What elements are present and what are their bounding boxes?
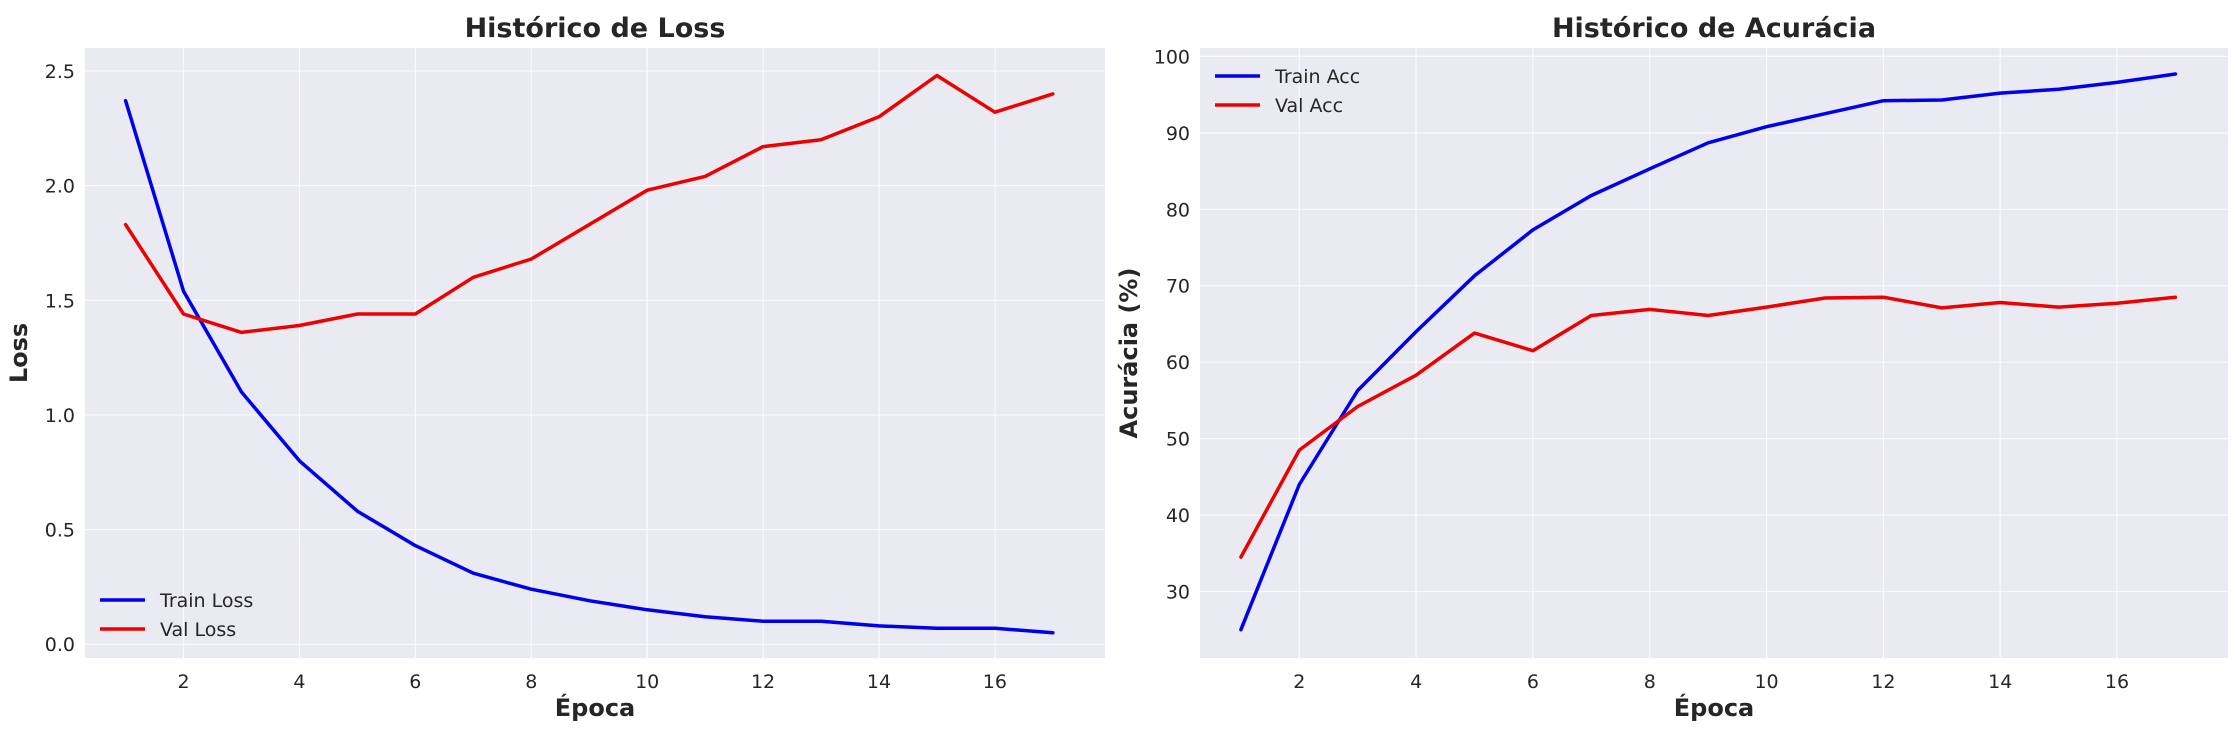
loss-y-tick-label: 2.5 <box>45 61 75 83</box>
acc-legend: Train Acc Val Acc <box>1215 66 1360 117</box>
loss-y-tick-label: 1.5 <box>45 290 75 312</box>
loss-x-tick-label: 12 <box>751 671 775 693</box>
acc-y-tick-label: 90 <box>1166 123 1190 145</box>
loss-chart-title: Histórico de Loss <box>465 13 726 44</box>
acc-x-tick-label: 16 <box>2105 671 2129 693</box>
acc-y-tick-label: 80 <box>1166 199 1190 221</box>
loss-x-tick-label: 8 <box>525 671 537 693</box>
acc-x-tick-label: 8 <box>1644 671 1656 693</box>
acc-x-tick-label: 12 <box>1871 671 1895 693</box>
loss-x-tick-label: 14 <box>867 671 891 693</box>
loss-legend: Train Loss Val Loss <box>100 590 253 641</box>
loss-plot-area <box>85 48 1105 658</box>
loss-series-train-loss <box>123 98 1055 635</box>
loss-y-tick-label: 1.0 <box>45 405 75 427</box>
loss-legend-label: Train Loss <box>159 590 253 612</box>
loss-y-tick-label: 0.5 <box>45 520 75 542</box>
loss-x-tick-label: 16 <box>983 671 1007 693</box>
acc-y-tick-label: 40 <box>1166 505 1190 527</box>
loss-legend-label: Val Loss <box>160 619 236 641</box>
acc-chart-title: Histórico de Acurácia <box>1552 13 1876 44</box>
acc-chart: 2 4 6 8 10 12 14 16 30 40 50 60 70 80 90 100 Histórico d… <box>1115 13 2228 722</box>
acc-x-tick-label: 14 <box>1988 671 2012 693</box>
loss-x-tick-label: 10 <box>635 671 659 693</box>
loss-y-axis-label: Loss <box>5 323 33 383</box>
loss-x-axis-label: Época <box>555 693 635 722</box>
loss-x-tick-label: 2 <box>177 671 189 693</box>
acc-legend-label: Train Acc <box>1274 66 1360 88</box>
loss-chart: 2 4 6 8 10 12 14 16 0.0 0.5 1.0 1.5 2.0 2.5 Histórico … <box>5 13 1105 722</box>
acc-legend-label: Val Acc <box>1275 95 1343 117</box>
acc-y-tick-label: 30 <box>1166 581 1190 603</box>
acc-x-tick-label: 10 <box>1754 671 1778 693</box>
loss-x-tick-label: 6 <box>409 671 421 693</box>
acc-x-tick-label: 2 <box>1293 671 1305 693</box>
acc-series-train-acc <box>1239 72 2178 632</box>
loss-y-tick-label: 2.0 <box>45 176 75 198</box>
acc-y-tick-label: 100 <box>1154 46 1190 68</box>
acc-series-val-acc <box>1239 295 2178 559</box>
acc-y-tick-label: 70 <box>1166 276 1190 298</box>
acc-y-tick-label: 60 <box>1166 352 1190 374</box>
acc-y-tick-label: 50 <box>1166 429 1190 451</box>
acc-x-tick-label: 6 <box>1527 671 1539 693</box>
acc-x-axis-label: Época <box>1674 693 1754 722</box>
loss-x-tick-label: 4 <box>293 671 305 693</box>
acc-x-tick-label: 4 <box>1410 671 1422 693</box>
acc-plot-area <box>1200 48 2228 658</box>
acc-y-axis-label: Acurácia (%) <box>1115 268 1143 439</box>
loss-series-val-loss <box>123 73 1055 335</box>
loss-y-tick-label: 0.0 <box>45 634 75 656</box>
